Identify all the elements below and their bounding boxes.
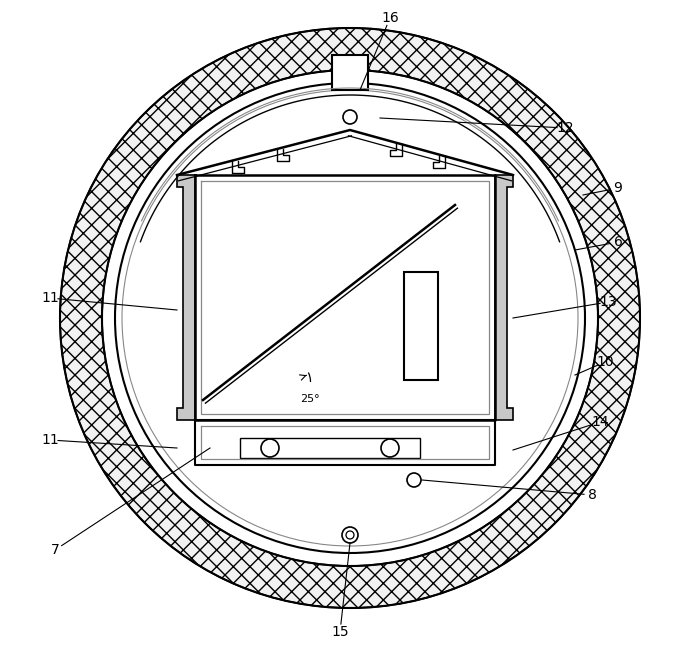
Text: 15: 15 — [331, 625, 349, 639]
Text: 9: 9 — [614, 181, 622, 195]
Text: 8: 8 — [587, 488, 596, 502]
Text: 7: 7 — [50, 543, 60, 557]
FancyBboxPatch shape — [404, 272, 438, 380]
Wedge shape — [60, 28, 640, 608]
Text: 25°: 25° — [300, 394, 320, 404]
Text: 16: 16 — [381, 11, 399, 25]
Text: 14: 14 — [592, 415, 609, 429]
Text: 13: 13 — [599, 295, 617, 309]
Text: 11: 11 — [41, 291, 59, 305]
Text: 6: 6 — [614, 235, 622, 249]
Text: 12: 12 — [556, 121, 574, 135]
Text: 10: 10 — [596, 355, 614, 369]
Polygon shape — [177, 175, 195, 420]
Text: 11: 11 — [41, 433, 59, 447]
Polygon shape — [495, 175, 513, 420]
FancyBboxPatch shape — [240, 438, 420, 458]
FancyBboxPatch shape — [332, 55, 368, 90]
